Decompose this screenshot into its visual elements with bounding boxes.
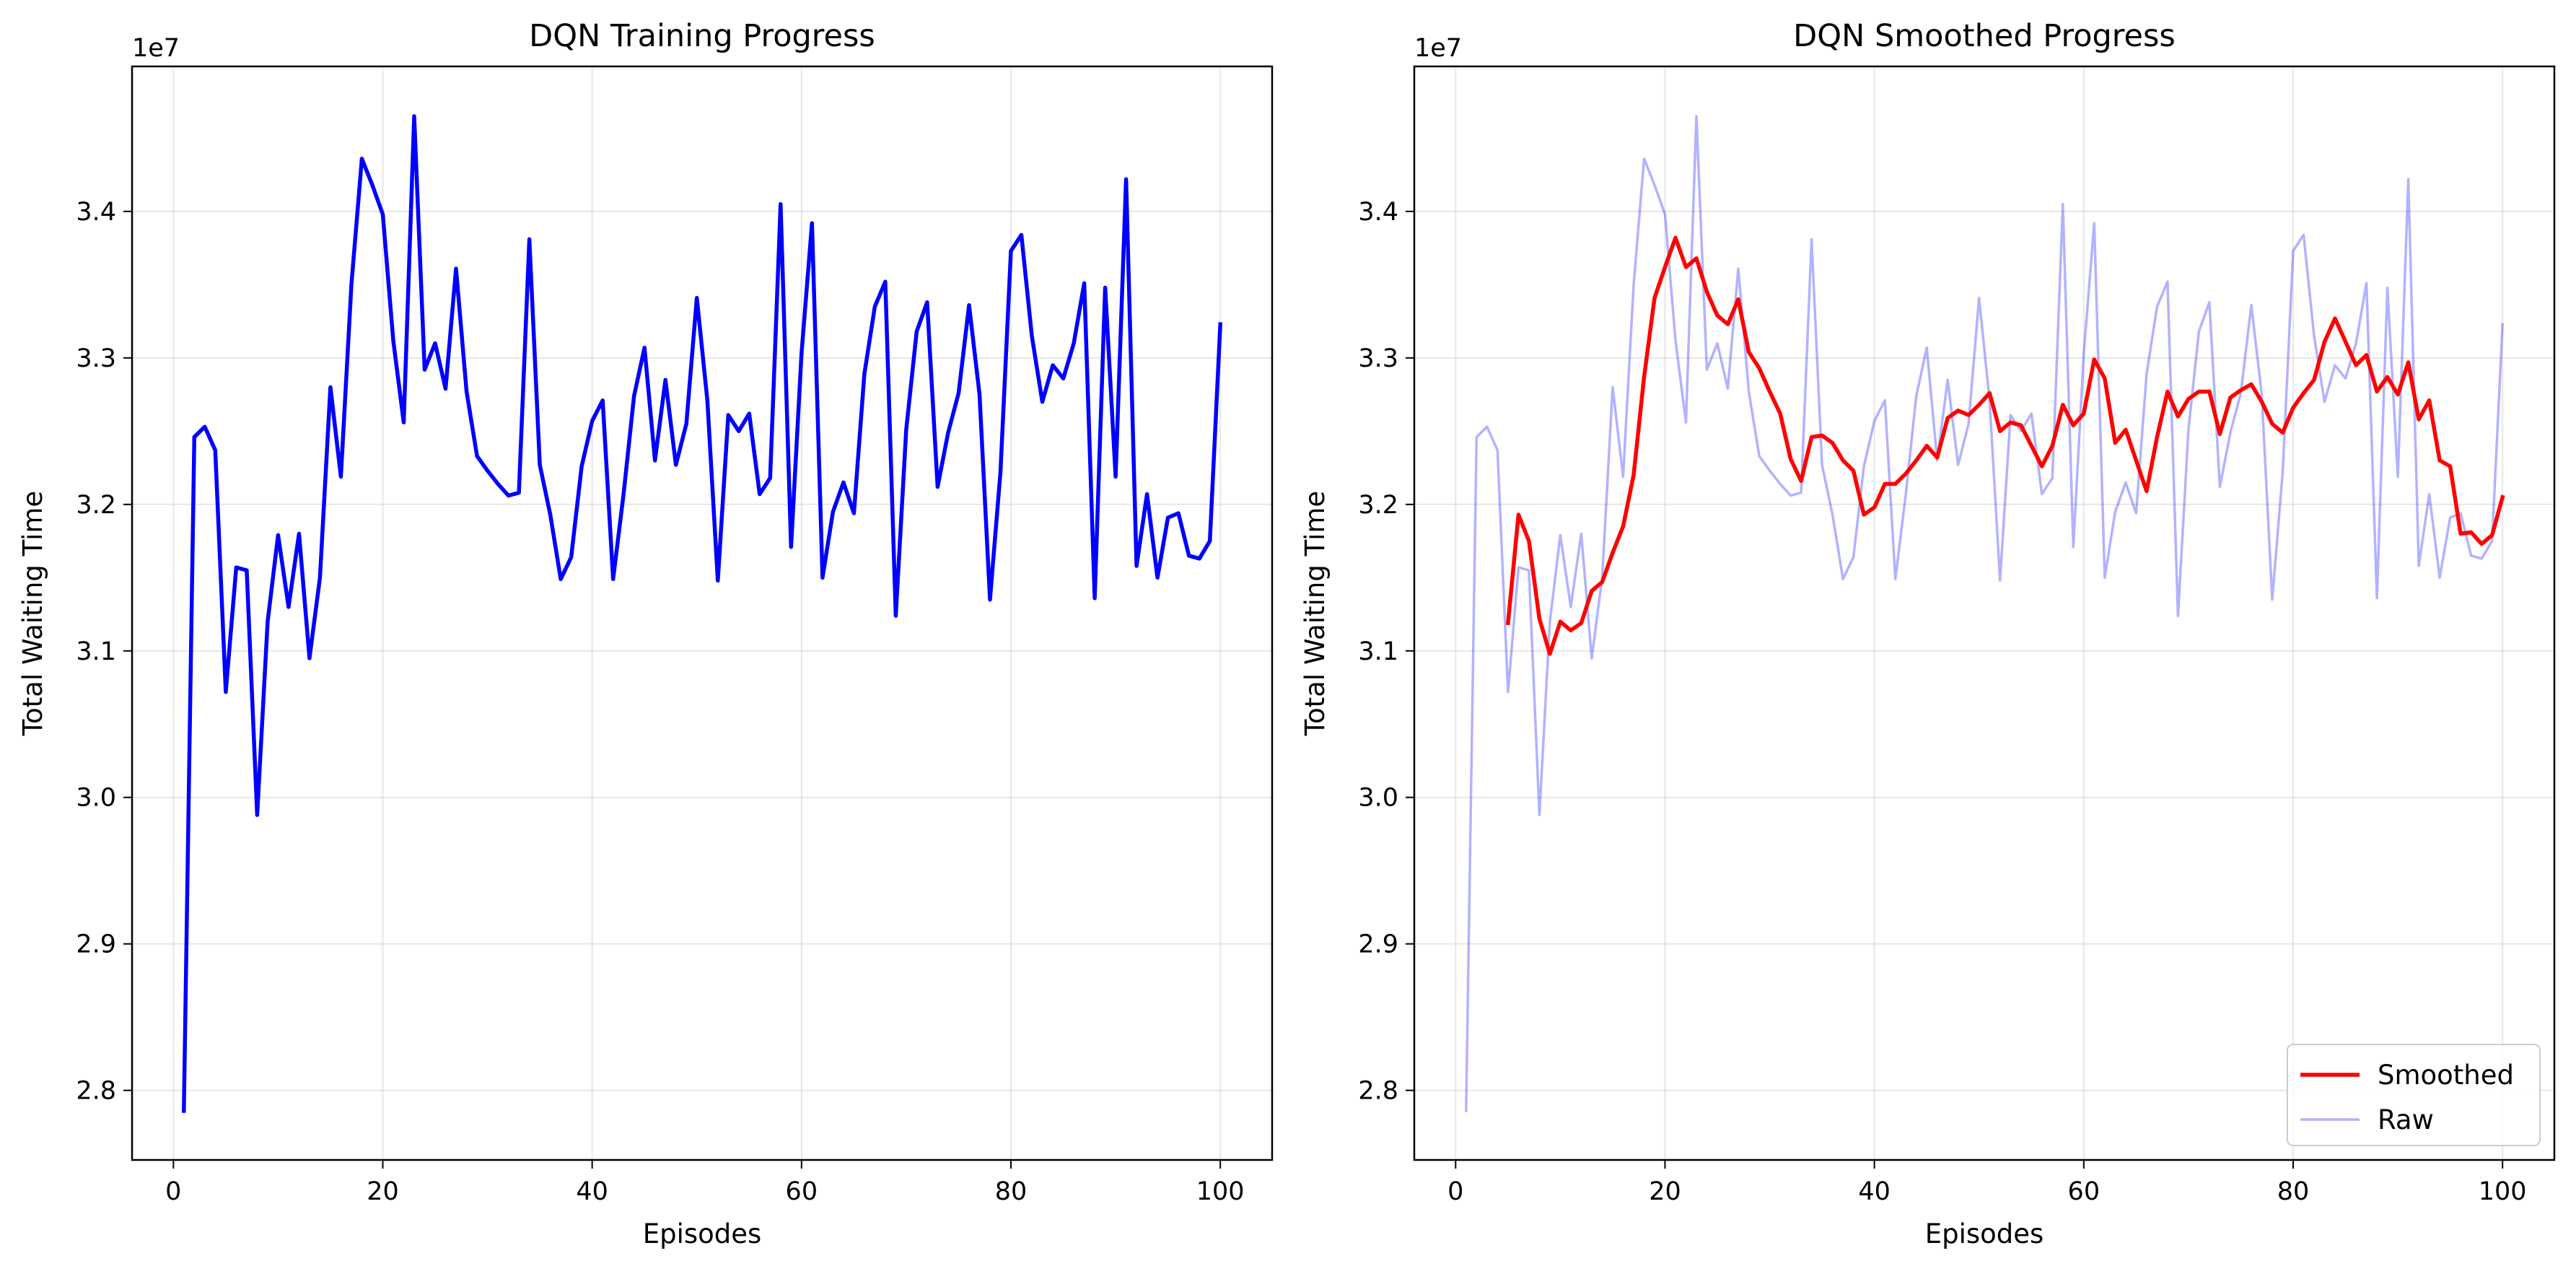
y-tick-label: 3.2 <box>1358 491 1398 520</box>
x-axis-label: Episodes <box>643 1218 762 1249</box>
right-chart: 0 20 40 60 80 100 2.8 2.9 3.0 3.1 3.2 3.3 3.4 DQN Smo… <box>1300 18 2556 1249</box>
x-tick-label: 100 <box>1196 1177 1245 1206</box>
legend: Smoothed Raw <box>2287 1044 2541 1146</box>
x-tick-label: 20 <box>1649 1177 1681 1206</box>
y-offset-label: 1e7 <box>132 34 180 63</box>
x-axis-label: Episodes <box>1925 1218 2044 1249</box>
x-tick-label: 40 <box>576 1177 608 1206</box>
y-tick-label: 3.4 <box>1358 198 1398 227</box>
y-tick-label: 2.9 <box>1358 930 1398 959</box>
x-tick-label: 80 <box>995 1177 1028 1206</box>
y-tick-label: 3.2 <box>76 491 116 520</box>
x-tick-label: 60 <box>2068 1177 2100 1206</box>
series-raw-line <box>1465 115 2505 1112</box>
legend-label-raw: Raw <box>2378 1104 2434 1135</box>
series-smoothed-line <box>1505 235 2505 656</box>
y-tick-label: 3.4 <box>76 198 116 227</box>
y-tick-label: 2.8 <box>1358 1077 1398 1106</box>
legend-box <box>2287 1044 2541 1146</box>
y-tick-label: 2.8 <box>76 1077 116 1106</box>
x-tick-label: 80 <box>2277 1177 2310 1206</box>
y-axis-label: Total Waiting Time <box>17 491 48 736</box>
y-tick-label: 3.1 <box>1358 637 1398 666</box>
y-tick-label: 2.9 <box>76 930 116 959</box>
y-tick-label: 3.3 <box>76 344 116 373</box>
y-tick-label: 3.0 <box>1358 784 1398 813</box>
y-tick-label: 3.1 <box>76 637 116 666</box>
x-tick-label: 60 <box>786 1177 818 1206</box>
legend-label-smoothed: Smoothed <box>2378 1060 2514 1091</box>
x-tick-label: 100 <box>2479 1177 2527 1206</box>
y-axis-label: Total Waiting Time <box>1300 491 1331 736</box>
series-line <box>182 114 1223 1113</box>
x-tick-label: 20 <box>367 1177 399 1206</box>
axes-frame <box>1413 65 2556 1161</box>
x-tick-label: 40 <box>1858 1177 1891 1206</box>
chart-title: DQN Training Progress <box>529 18 875 54</box>
y-tick-label: 3.0 <box>76 784 116 813</box>
axes-frame <box>131 65 1274 1161</box>
chart-title: DQN Smoothed Progress <box>1793 18 2176 54</box>
y-tick-label: 3.3 <box>1358 344 1398 373</box>
y-offset-label: 1e7 <box>1414 34 1462 63</box>
left-chart: 0 20 40 60 80 100 2.8 2.9 3.0 3.1 3.2 3.3 3.4 DQN Tra… <box>17 18 1274 1249</box>
x-tick-label: 0 <box>1447 1177 1463 1206</box>
x-tick-label: 0 <box>165 1177 181 1206</box>
